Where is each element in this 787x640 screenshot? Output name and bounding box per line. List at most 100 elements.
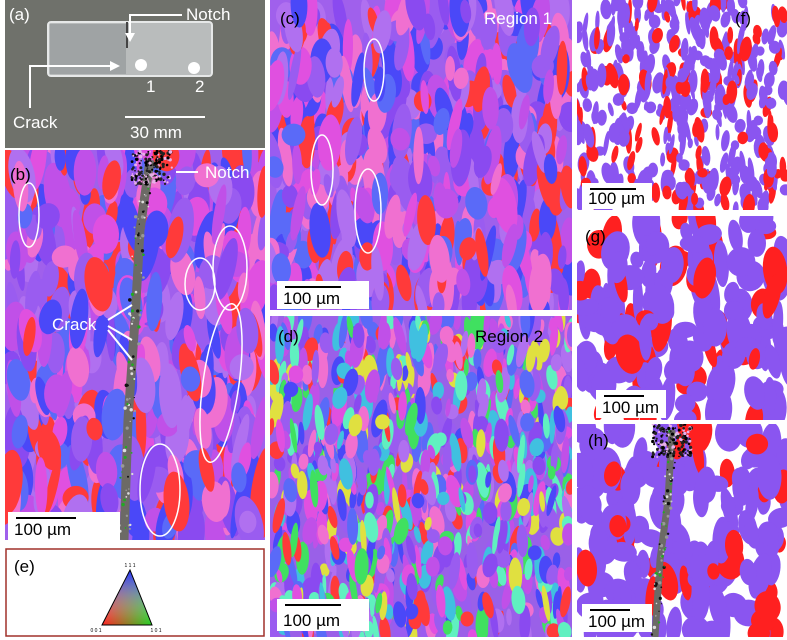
- notch-speckle: [148, 150, 151, 153]
- scale-bar-label: 100 µm: [283, 289, 340, 308]
- notch-speckle: [161, 154, 164, 157]
- grain: [578, 156, 587, 177]
- notch-speckle: [653, 431, 658, 435]
- grain: [347, 507, 359, 545]
- notch-speckle: [678, 455, 680, 458]
- corner-label: 1 0 1: [150, 628, 161, 634]
- grain: [441, 586, 456, 621]
- grain: [298, 453, 309, 470]
- notch-speckle: [657, 453, 661, 456]
- crack-speckle: [138, 223, 140, 225]
- grain: [437, 0, 450, 26]
- grain: [697, 168, 708, 178]
- crack-speckle: [129, 314, 132, 317]
- panel-a: (a) Notch Crack 1 2 30 mm: [5, 0, 265, 148]
- grain: [492, 177, 518, 234]
- grain: [768, 507, 787, 529]
- notch-speckle: [671, 445, 676, 449]
- grain: [546, 623, 561, 637]
- grain: [374, 66, 386, 102]
- grain: [686, 167, 695, 187]
- scale-bar-label: 100 µm: [588, 189, 645, 208]
- grain: [290, 522, 299, 558]
- notch-speckle: [663, 442, 667, 446]
- crack-speckle: [655, 602, 658, 605]
- crack-speckle: [670, 500, 672, 502]
- grain: [414, 544, 422, 579]
- grain: [270, 189, 287, 248]
- crack-speckle: [142, 276, 145, 279]
- scale-bar-label: 100 µm: [14, 520, 71, 539]
- grain: [494, 418, 509, 452]
- grain: [685, 12, 691, 35]
- notch-speckle: [135, 157, 139, 161]
- grain: [586, 144, 599, 162]
- grain: [740, 449, 757, 470]
- scale-bar-box: [8, 512, 120, 540]
- grain: [467, 333, 476, 358]
- grain: [546, 564, 558, 585]
- grain: [393, 317, 407, 354]
- panel-label: (e): [14, 557, 35, 576]
- grain: [703, 308, 728, 347]
- notch-speckle: [148, 161, 152, 165]
- notch-speckle: [139, 177, 142, 179]
- annotation: Notch: [186, 5, 230, 24]
- crack-speckle: [653, 587, 656, 591]
- grain: [165, 291, 184, 341]
- notch-speckle: [667, 426, 671, 431]
- grain: [619, 32, 629, 43]
- crack-speckle: [134, 234, 138, 238]
- grain: [623, 560, 642, 590]
- grain: [405, 351, 413, 376]
- notch-speckle: [148, 170, 152, 174]
- notch-speckle: [153, 166, 155, 169]
- grain: [761, 28, 769, 45]
- crack-speckle: [141, 210, 145, 213]
- grain: [477, 620, 489, 637]
- grain: [493, 0, 515, 36]
- scale-bar-label: 100 µm: [283, 611, 340, 630]
- grain: [693, 50, 703, 61]
- crack-speckle: [124, 445, 128, 449]
- grain: [495, 550, 511, 568]
- grain: [590, 523, 608, 553]
- grain: [237, 206, 252, 256]
- grain: [535, 588, 544, 610]
- scale-bar-label: 100 µm: [602, 398, 659, 417]
- grain: [583, 313, 606, 333]
- grain: [634, 18, 639, 32]
- grain: [211, 184, 227, 244]
- grain: [506, 344, 515, 366]
- grain: [681, 615, 710, 637]
- grain: [360, 519, 367, 556]
- crack-speckle: [141, 200, 145, 204]
- grain: [372, 615, 380, 637]
- notch-speckle: [135, 172, 138, 176]
- notch-speckle: [140, 152, 143, 155]
- grain: [375, 501, 385, 516]
- grain: [289, 339, 300, 370]
- grain: [393, 601, 407, 628]
- grain: [583, 123, 595, 148]
- notch-speckle: [157, 158, 161, 161]
- panel-c: (c) Region 1 100 µm: [270, 0, 572, 310]
- grain: [468, 465, 477, 483]
- crack-speckle: [120, 464, 125, 468]
- crack-speckle: [128, 397, 131, 400]
- grain: [327, 505, 338, 529]
- grain: [529, 438, 544, 457]
- grain: [445, 613, 460, 637]
- grain: [744, 518, 760, 549]
- grain: [338, 458, 353, 490]
- grain: [727, 58, 734, 83]
- notch-speckle: [144, 180, 148, 185]
- grain: [434, 188, 459, 219]
- notch-speckle: [671, 427, 675, 430]
- crack-speckle: [146, 214, 149, 217]
- grain: [302, 393, 313, 431]
- grain: [577, 98, 581, 120]
- notch-speckle: [145, 175, 148, 178]
- grain: [726, 247, 756, 277]
- grain: [708, 5, 721, 22]
